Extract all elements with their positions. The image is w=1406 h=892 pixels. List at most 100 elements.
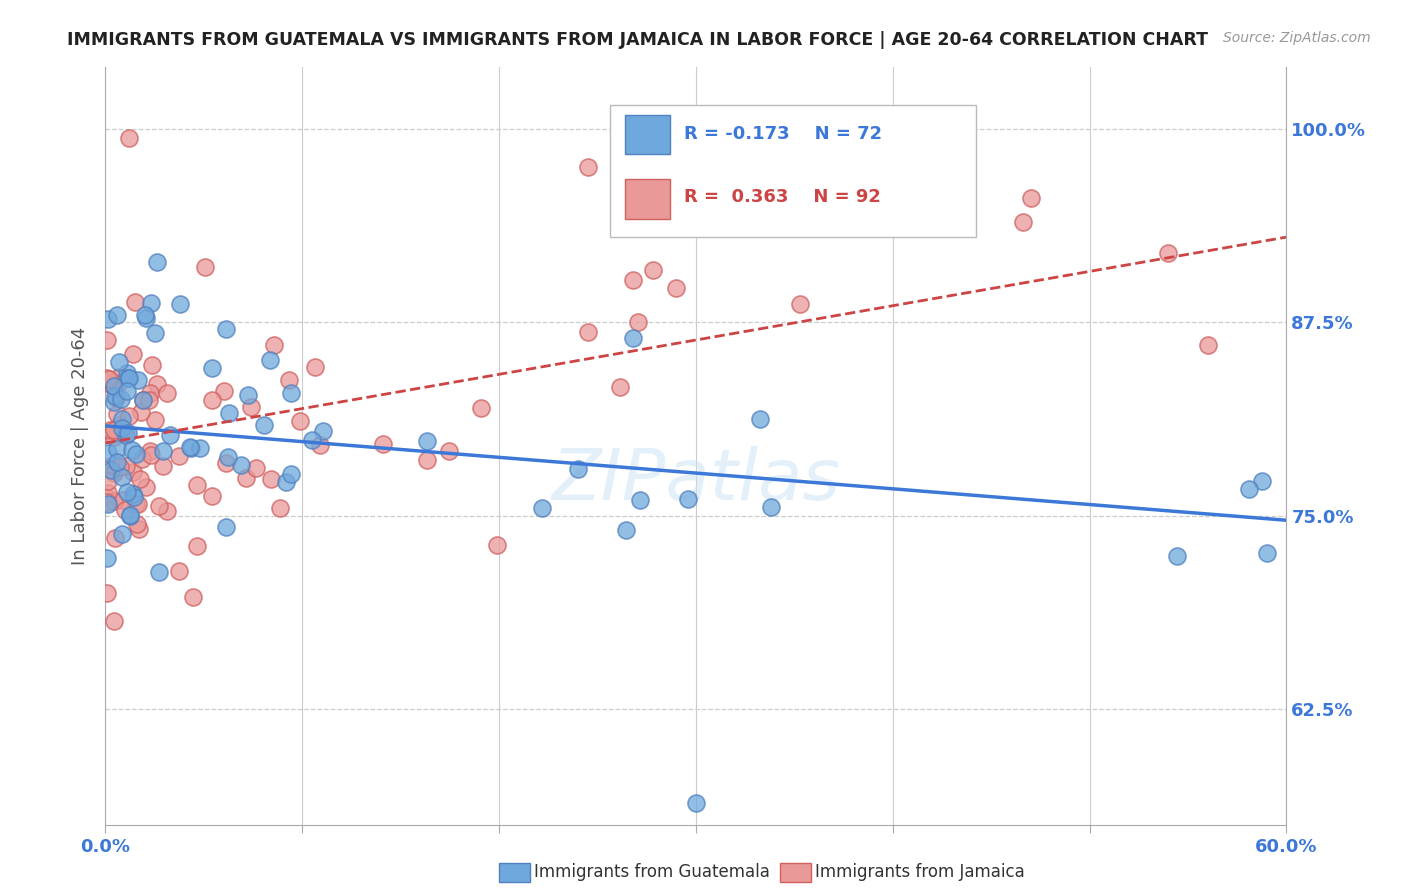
Point bbox=[183, 590, 205, 604]
Point bbox=[280, 386, 302, 401]
FancyBboxPatch shape bbox=[626, 179, 671, 219]
Point bbox=[97, 446, 120, 460]
Point bbox=[215, 456, 238, 470]
Point bbox=[201, 360, 224, 375]
Point bbox=[96, 333, 118, 347]
Point bbox=[229, 458, 252, 472]
Point bbox=[748, 412, 770, 426]
Point bbox=[117, 371, 139, 385]
Point bbox=[416, 434, 439, 449]
Point bbox=[134, 309, 156, 323]
FancyBboxPatch shape bbox=[626, 115, 671, 154]
Point bbox=[103, 467, 125, 481]
Point bbox=[103, 378, 125, 392]
Text: ZIPatlas: ZIPatlas bbox=[551, 446, 841, 515]
Point bbox=[373, 437, 395, 451]
Point bbox=[128, 522, 150, 536]
Text: Source: ZipAtlas.com: Source: ZipAtlas.com bbox=[1223, 31, 1371, 45]
Point bbox=[97, 312, 120, 326]
Point bbox=[263, 337, 285, 351]
Point bbox=[159, 428, 181, 442]
Point bbox=[152, 459, 174, 474]
Point bbox=[96, 376, 118, 391]
Point bbox=[138, 385, 160, 400]
Point bbox=[309, 438, 332, 452]
Text: R =  0.363    N = 92: R = 0.363 N = 92 bbox=[685, 188, 882, 206]
Point bbox=[115, 484, 138, 499]
Point bbox=[110, 392, 132, 407]
Point bbox=[132, 392, 155, 407]
Point bbox=[103, 464, 125, 478]
Point bbox=[188, 441, 211, 455]
Text: IMMIGRANTS FROM GUATEMALA VS IMMIGRANTS FROM JAMAICA IN LABOR FORCE | AGE 20-64 : IMMIGRANTS FROM GUATEMALA VS IMMIGRANTS … bbox=[67, 31, 1209, 49]
Point bbox=[146, 255, 169, 269]
Point bbox=[312, 425, 335, 439]
Point bbox=[269, 501, 291, 516]
Point bbox=[121, 347, 143, 361]
Point bbox=[1166, 549, 1188, 563]
Point bbox=[470, 401, 492, 416]
Point bbox=[118, 409, 141, 424]
Point bbox=[103, 423, 125, 437]
Point bbox=[135, 480, 157, 494]
Point bbox=[288, 414, 311, 428]
Point bbox=[100, 463, 122, 477]
Point bbox=[97, 497, 120, 511]
Point bbox=[105, 442, 128, 456]
Point bbox=[138, 393, 160, 408]
Point bbox=[108, 370, 131, 384]
Point bbox=[627, 315, 650, 329]
Point bbox=[485, 538, 508, 552]
Point bbox=[108, 459, 131, 474]
Point bbox=[112, 426, 135, 441]
Point bbox=[1197, 338, 1219, 352]
Point bbox=[96, 551, 118, 566]
Point bbox=[111, 527, 134, 541]
Point bbox=[107, 355, 129, 369]
Point bbox=[215, 520, 238, 534]
Point bbox=[118, 131, 141, 145]
Point bbox=[1157, 245, 1180, 260]
Point bbox=[96, 491, 118, 506]
Point bbox=[139, 444, 162, 458]
Point bbox=[240, 400, 263, 414]
Point bbox=[260, 472, 283, 486]
Point bbox=[107, 417, 129, 432]
FancyBboxPatch shape bbox=[610, 105, 976, 237]
Point bbox=[132, 393, 155, 408]
Point bbox=[201, 393, 224, 408]
Point bbox=[167, 449, 190, 463]
Point bbox=[143, 326, 166, 341]
Text: R = -0.173    N = 72: R = -0.173 N = 72 bbox=[685, 125, 883, 143]
Point bbox=[301, 434, 323, 448]
Point bbox=[96, 586, 118, 600]
Point bbox=[235, 470, 257, 484]
Point bbox=[212, 384, 235, 398]
Point bbox=[628, 492, 651, 507]
Point bbox=[253, 417, 276, 432]
Point bbox=[101, 378, 124, 392]
Point bbox=[128, 472, 150, 486]
Point bbox=[141, 358, 163, 372]
Y-axis label: In Labor Force | Age 20-64: In Labor Force | Age 20-64 bbox=[72, 326, 90, 566]
Point bbox=[186, 477, 208, 491]
Point bbox=[118, 508, 141, 523]
Point bbox=[103, 493, 125, 508]
Point bbox=[111, 412, 134, 426]
Point bbox=[107, 308, 129, 322]
Point bbox=[118, 370, 141, 384]
Point bbox=[146, 377, 169, 392]
Point bbox=[107, 377, 129, 392]
Point bbox=[124, 295, 146, 310]
Point bbox=[567, 461, 589, 475]
Point bbox=[218, 406, 240, 420]
Point bbox=[194, 260, 217, 274]
Point bbox=[759, 500, 782, 515]
Point bbox=[129, 405, 152, 419]
Point bbox=[304, 360, 326, 375]
Point bbox=[676, 491, 699, 506]
Text: Immigrants from Guatemala: Immigrants from Guatemala bbox=[534, 863, 770, 881]
Point bbox=[105, 407, 128, 421]
Point bbox=[115, 384, 138, 399]
Point bbox=[789, 297, 811, 311]
